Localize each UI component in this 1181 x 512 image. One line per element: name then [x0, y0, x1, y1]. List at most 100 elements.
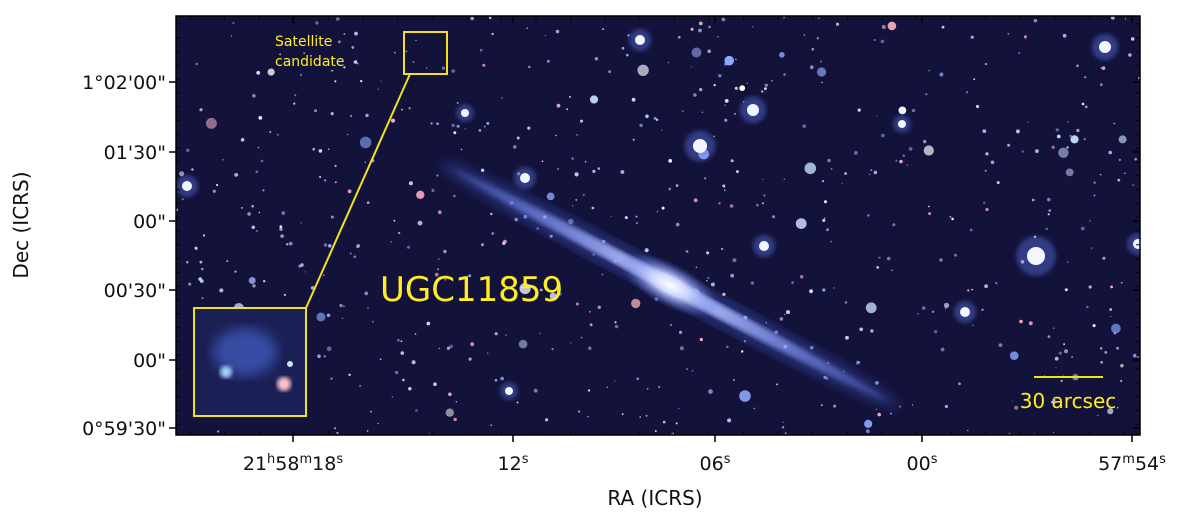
star — [490, 213, 493, 216]
star — [1119, 159, 1121, 161]
star — [881, 134, 885, 138]
star — [482, 64, 485, 67]
star — [372, 321, 374, 323]
star — [958, 382, 961, 385]
star — [786, 310, 790, 314]
star — [547, 60, 550, 63]
star — [696, 267, 697, 268]
star — [942, 26, 945, 29]
star — [826, 228, 829, 231]
star — [294, 94, 296, 96]
star — [772, 215, 775, 218]
star — [614, 321, 616, 323]
star — [692, 48, 702, 58]
star — [575, 199, 577, 201]
star — [939, 258, 942, 261]
star — [1047, 198, 1051, 202]
star — [408, 387, 411, 390]
star — [645, 248, 649, 252]
star — [833, 287, 834, 288]
star — [692, 370, 694, 372]
x-tick-number: 58 — [275, 453, 299, 475]
star — [547, 193, 555, 201]
star — [203, 234, 205, 236]
star — [448, 393, 452, 397]
star — [702, 112, 703, 113]
star — [1100, 67, 1101, 68]
star — [449, 345, 453, 349]
star — [1117, 179, 1120, 182]
star — [950, 216, 952, 218]
star — [367, 201, 370, 204]
star — [941, 348, 945, 352]
x-tick-unit: s — [522, 452, 529, 467]
star — [1094, 195, 1096, 197]
star — [895, 160, 897, 162]
star — [967, 289, 969, 291]
star — [1057, 135, 1061, 139]
star — [430, 122, 432, 124]
star — [844, 172, 847, 175]
star — [954, 254, 957, 257]
star — [1124, 173, 1125, 174]
star — [191, 168, 193, 170]
star — [415, 333, 417, 335]
star — [785, 432, 787, 434]
star — [1102, 257, 1105, 260]
star — [195, 247, 198, 250]
star — [810, 65, 814, 69]
star — [890, 413, 892, 415]
star — [761, 90, 763, 92]
bright-star — [1027, 247, 1045, 265]
star — [657, 211, 659, 213]
star — [668, 62, 669, 63]
star — [1137, 356, 1139, 358]
star — [330, 378, 332, 380]
star — [1091, 247, 1093, 249]
star — [1007, 33, 1009, 35]
star — [611, 216, 612, 217]
star — [580, 120, 583, 123]
star — [262, 189, 264, 191]
star — [997, 181, 1000, 184]
galaxy-label: UGC11859 — [380, 270, 563, 310]
star — [501, 97, 502, 98]
star — [451, 69, 455, 73]
star — [327, 314, 331, 318]
star — [739, 390, 751, 402]
star — [316, 313, 325, 322]
star — [874, 39, 876, 41]
star — [465, 128, 466, 129]
star — [481, 243, 484, 246]
star — [1117, 407, 1119, 409]
star — [627, 34, 629, 36]
star — [809, 289, 813, 293]
star — [470, 17, 474, 21]
star — [621, 170, 625, 174]
star — [279, 225, 282, 228]
star — [732, 258, 736, 262]
star — [1121, 282, 1123, 284]
star — [888, 22, 897, 31]
star — [390, 241, 391, 242]
star — [282, 211, 286, 215]
star — [216, 184, 218, 186]
star — [1084, 138, 1086, 140]
star — [973, 78, 975, 80]
x-tick-number: 57 — [1098, 453, 1122, 475]
star — [401, 109, 403, 111]
star — [301, 222, 302, 223]
star — [866, 302, 877, 313]
star — [821, 82, 822, 83]
star — [199, 108, 202, 111]
star — [983, 202, 985, 204]
star — [335, 181, 337, 183]
star — [699, 22, 703, 26]
star — [1120, 380, 1122, 382]
star — [625, 216, 628, 219]
star — [1063, 34, 1067, 38]
star — [1084, 76, 1086, 78]
star — [731, 159, 734, 162]
star — [481, 169, 484, 172]
star — [1070, 135, 1078, 143]
